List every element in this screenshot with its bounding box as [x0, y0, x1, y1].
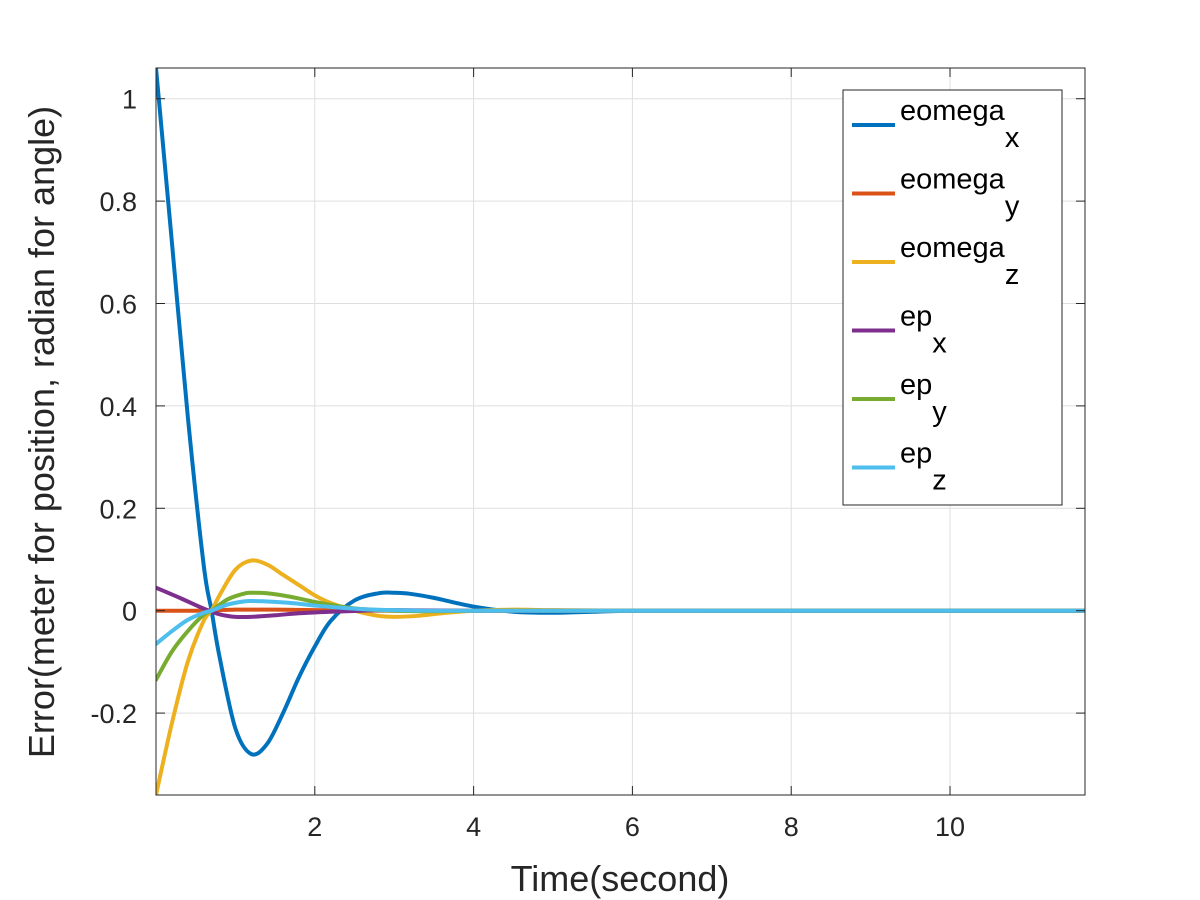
legend-label-subscript: x	[1005, 122, 1020, 154]
x-tick-label: 8	[784, 812, 799, 842]
series-lines	[156, 68, 1085, 795]
axes-box	[155, 67, 1086, 796]
legend-label-base: ep	[900, 301, 932, 333]
legend-label-base: ep	[900, 438, 932, 470]
x-tick-label: 2	[307, 812, 322, 842]
legend-label-ep-y: epy	[900, 369, 947, 428]
legend-label-subscript: y	[932, 396, 947, 428]
x-axis-label: Time(second)	[511, 858, 730, 899]
y-tick-label: 0	[122, 597, 137, 627]
legend-box	[842, 89, 1063, 506]
axes-border	[155, 67, 1086, 796]
legend-label-eomega-y: eomegay	[900, 164, 1020, 223]
legend-label-base: eomega	[900, 232, 1006, 264]
y-tick-label: 0.6	[99, 290, 137, 320]
legend-label-eomega-x: eomegax	[900, 95, 1020, 154]
x-tick-label: 4	[466, 812, 481, 842]
legend-label-ep-x: epx	[900, 301, 947, 360]
legend-label-base: eomega	[900, 95, 1006, 127]
legend-label-subscript: x	[932, 328, 947, 360]
legend-label-subscript: z	[932, 465, 947, 497]
legend-label-ep-z: epz	[900, 438, 947, 497]
y-tick-label: 1	[122, 85, 137, 115]
y-tick-label: 0.2	[99, 494, 137, 524]
legend-label-subscript: z	[1005, 259, 1020, 291]
legend-label-eomega-z: eomegaz	[900, 232, 1019, 291]
legend-label-base: ep	[900, 369, 932, 401]
y-axis-label: Error(meter for position, radian for ang…	[21, 106, 62, 758]
tick-labels: 2 4 6 8 10 -0.2 0 0.2 0.4 0.6 0.8 1	[90, 85, 965, 842]
series-line-ep-z	[156, 598, 1085, 646]
legend-label-subscript: y	[1005, 191, 1020, 223]
y-tick-label: 0.4	[99, 392, 137, 422]
y-tick-label: -0.2	[90, 699, 137, 729]
x-tick-label: 10	[935, 812, 965, 842]
legend-label-base: eomega	[900, 164, 1006, 196]
y-tick-label: 0.8	[99, 187, 137, 217]
x-tick-label: 6	[625, 812, 640, 842]
